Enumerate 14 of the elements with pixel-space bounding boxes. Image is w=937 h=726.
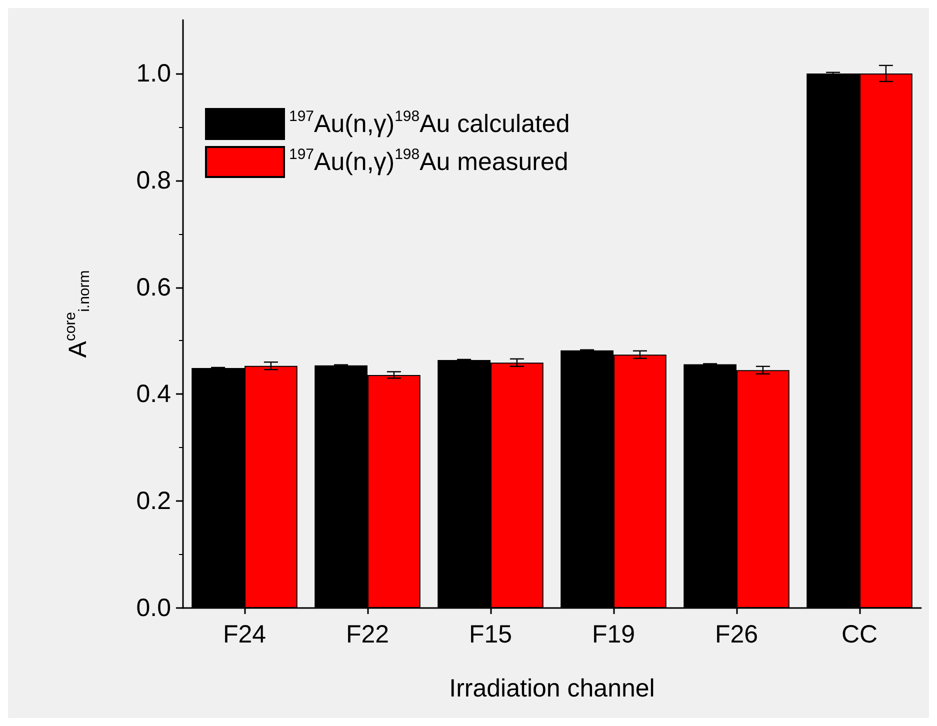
x-tick-label: F26 xyxy=(714,620,758,648)
x-axis-title: Irradiation channel xyxy=(449,674,655,702)
x-tick-label: F24 xyxy=(222,620,266,648)
y-tick-label: 1.0 xyxy=(136,59,171,88)
y-tick-label: 0.8 xyxy=(136,166,171,194)
x-tick-label: F15 xyxy=(468,620,512,648)
x-tick-label: F22 xyxy=(346,620,390,648)
y-tick-label: 0.4 xyxy=(136,380,172,408)
y-tick-label: 0.6 xyxy=(136,273,171,302)
x-tick-label: CC xyxy=(841,620,878,648)
y-tick-label: 0.2 xyxy=(136,487,171,516)
y-axis-title: Acorei.norm xyxy=(62,270,93,358)
x-tick-label: F19 xyxy=(592,620,636,648)
y-tick-label: 0.0 xyxy=(136,594,171,622)
